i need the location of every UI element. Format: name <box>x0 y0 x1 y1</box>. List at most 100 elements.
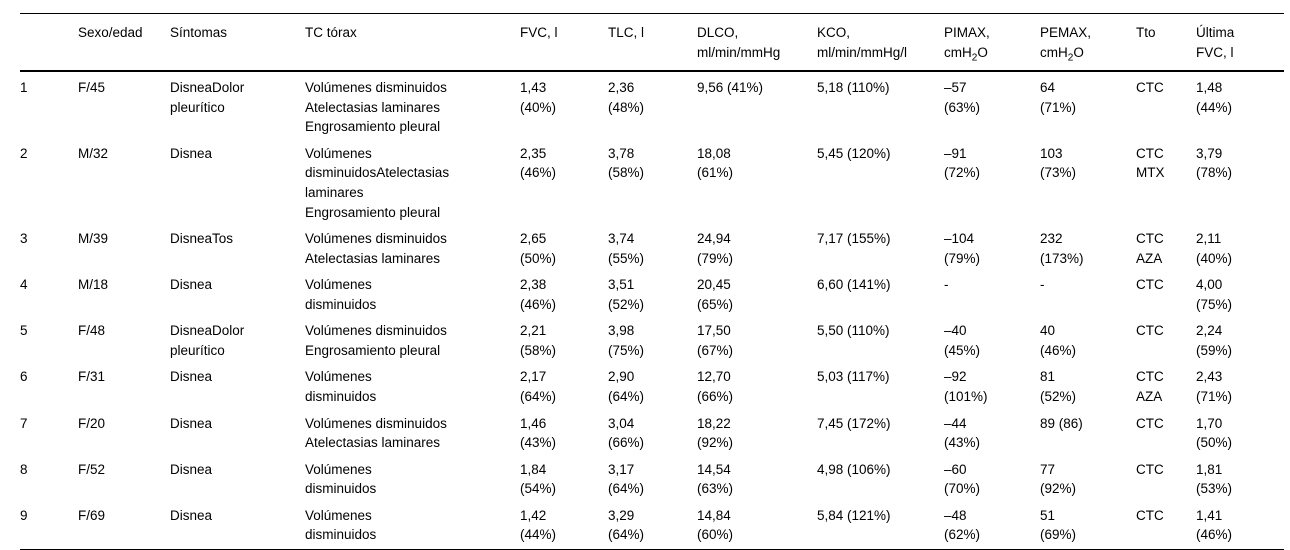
cell-pimax: –91 (72%) <box>944 145 981 181</box>
cell-sexo-edad: M/39 <box>78 231 109 247</box>
cell-pimax: –104 (79%) <box>944 231 981 266</box>
col-header-ultima-fvc: Última FVC, l <box>1196 13 1284 73</box>
table-row: 8 F/52 Disnea Volúmenes disminuidos 1,84… <box>20 457 1284 503</box>
cell-tto: CTC <box>1136 461 1164 477</box>
cell-num: 5 <box>20 323 28 339</box>
table-body: 1 F/45 DisneaDolor pleurítico Volúmenes … <box>20 71 1284 550</box>
cell-kco: 5,50 (110%) <box>817 323 890 339</box>
table-row: 1 F/45 DisneaDolor pleurítico Volúmenes … <box>20 71 1284 141</box>
cell-tc-torax: Volúmenes disminuidos Engrosamiento pleu… <box>305 323 447 358</box>
cell-pemax: 81 (52%) <box>1040 369 1077 404</box>
cell-dlco: 17,50 (67%) <box>697 323 734 358</box>
cell-fvc: 2,17 (64%) <box>520 369 557 404</box>
col-header-sintomas: Síntomas <box>170 13 305 73</box>
cell-tc-torax: Volúmenes disminuidos <box>305 369 377 404</box>
cell-kco: 5,45 (120%) <box>817 145 891 161</box>
cell-sintomas: Disnea <box>170 145 213 161</box>
cell-ultima-fvc: 2,11 (40%) <box>1196 231 1233 266</box>
cell-num: 1 <box>20 80 28 96</box>
cell-pimax: –44 (43%) <box>944 415 981 451</box>
cell-dlco: 9,56 (41%) <box>697 80 764 96</box>
cell-num: 4 <box>20 277 28 293</box>
cell-num: 8 <box>20 461 28 477</box>
cell-tc-torax: Volúmenes disminuidos <box>305 277 377 312</box>
table-row: 3 M/39 DisneaTos Volúmenes disminuidos A… <box>20 226 1284 272</box>
cell-tto: CTC MTX <box>1136 145 1165 181</box>
cell-ultima-fvc: 1,70 (50%) <box>1196 415 1233 451</box>
table-row: 4 M/18 Disnea Volúmenes disminuidos 2,38… <box>20 272 1284 318</box>
cell-fvc: 1,46 (43%) <box>520 415 557 451</box>
cell-tlc: 3,78 (58%) <box>608 145 645 181</box>
table-row: 7 F/20 Disnea Volúmenes disminuidos Atel… <box>20 411 1284 457</box>
cell-tlc: 3,74 (55%) <box>608 231 645 266</box>
col-header-tc-torax: TC tórax <box>305 13 520 73</box>
cell-pemax: - <box>1040 277 1045 293</box>
cell-tlc: 3,98 (75%) <box>608 323 645 358</box>
table-row: 2 M/32 Disnea Volúmenes disminuidosAtele… <box>20 141 1284 226</box>
cell-sintomas: DisneaDolor pleurítico <box>170 323 245 358</box>
cell-sexo-edad: M/32 <box>78 145 109 161</box>
pemax-unit: cmH2O <box>1040 44 1084 64</box>
table-row: 9 F/69 Disnea Volúmenes disminuidos 1,42… <box>20 503 1284 550</box>
cell-tlc: 2,36 (48%) <box>608 80 645 115</box>
col-header-sexo-edad: Sexo/edad <box>78 13 170 73</box>
cell-dlco: 14,54 (63%) <box>697 461 734 497</box>
cell-sexo-edad: F/69 <box>78 507 106 523</box>
cell-tto: CTC <box>1136 507 1164 523</box>
cell-fvc: 2,65 (50%) <box>520 231 557 266</box>
patients-table: Sexo/edad Síntomas TC tórax FVC, l TLC, … <box>20 13 1284 550</box>
cell-kco: 5,03 (117%) <box>817 369 890 385</box>
cell-kco: 4,98 (106%) <box>817 461 891 477</box>
header-row: Sexo/edad Síntomas TC tórax FVC, l TLC, … <box>20 13 1284 73</box>
cell-ultima-fvc: 4,00 (75%) <box>1196 277 1233 312</box>
cell-pemax: 103 (73%) <box>1040 145 1077 181</box>
cell-fvc: 1,42 (44%) <box>520 507 557 543</box>
pemax-label: PEMAX, <box>1040 25 1092 40</box>
cell-tlc: 3,17 (64%) <box>608 461 645 497</box>
cell-dlco: 18,08 (61%) <box>697 145 734 181</box>
cell-pemax: 64 (71%) <box>1040 80 1077 115</box>
cell-dlco: 20,45 (65%) <box>697 277 734 312</box>
col-header-tlc: TLC, l <box>608 13 697 73</box>
cell-sintomas: Disnea <box>170 369 213 385</box>
col-header-pimax: PIMAX, cmH2O <box>944 13 1040 73</box>
cell-tto: CTC <box>1136 80 1164 96</box>
cell-fvc: 2,38 (46%) <box>520 277 557 312</box>
cell-kco: 5,84 (121%) <box>817 507 891 523</box>
cell-dlco: 14,84 (60%) <box>697 507 734 543</box>
cell-tto: CTC AZA <box>1136 369 1164 404</box>
col-header-tto: Tto <box>1136 13 1196 73</box>
cell-num: 3 <box>20 231 28 247</box>
cell-sintomas: Disnea <box>170 507 213 523</box>
cell-tto: CTC <box>1136 415 1164 431</box>
cell-pemax: 89 (86) <box>1040 415 1083 431</box>
cell-kco: 6,60 (141%) <box>817 277 891 293</box>
cell-ultima-fvc: 2,43 (71%) <box>1196 369 1233 404</box>
col-header-dlco: DLCO, ml/min/mmHg <box>697 13 817 73</box>
cell-num: 7 <box>20 415 28 431</box>
col-header-fvc: FVC, l <box>520 13 608 73</box>
cell-pemax: 77 (92%) <box>1040 461 1077 497</box>
cell-ultima-fvc: 3,79 (78%) <box>1196 145 1233 181</box>
cell-pimax: –60 (70%) <box>944 461 981 497</box>
table-row: 5 F/48 DisneaDolor pleurítico Volúmenes … <box>20 318 1284 364</box>
cell-sexo-edad: F/48 <box>78 323 106 339</box>
cell-num: 9 <box>20 507 28 523</box>
table-row: 6 F/31 Disnea Volúmenes disminuidos 2,17… <box>20 364 1284 410</box>
cell-tc-torax: Volúmenes disminuidos <box>305 507 377 543</box>
cell-tto: CTC <box>1136 323 1164 339</box>
cell-sintomas: DisneaTos <box>170 231 234 247</box>
cell-tto: CTC <box>1136 277 1164 293</box>
cell-pimax: –57 (63%) <box>944 80 981 115</box>
cell-kco: 5,18 (110%) <box>817 80 890 96</box>
cell-tc-torax: Volúmenes disminuidosAtelectasias lamina… <box>305 145 450 220</box>
cell-tc-torax: Volúmenes disminuidos <box>305 461 377 497</box>
cell-kco: 7,45 (172%) <box>817 415 891 431</box>
cell-tto: CTC AZA <box>1136 231 1164 266</box>
cell-dlco: 24,94 (79%) <box>697 231 734 266</box>
cell-sintomas: Disnea <box>170 461 213 477</box>
cell-pemax: 232 (173%) <box>1040 231 1084 266</box>
cell-ultima-fvc: 1,81 (53%) <box>1196 461 1233 497</box>
cell-pimax: - <box>944 277 949 293</box>
cell-tlc: 3,29 (64%) <box>608 507 645 543</box>
